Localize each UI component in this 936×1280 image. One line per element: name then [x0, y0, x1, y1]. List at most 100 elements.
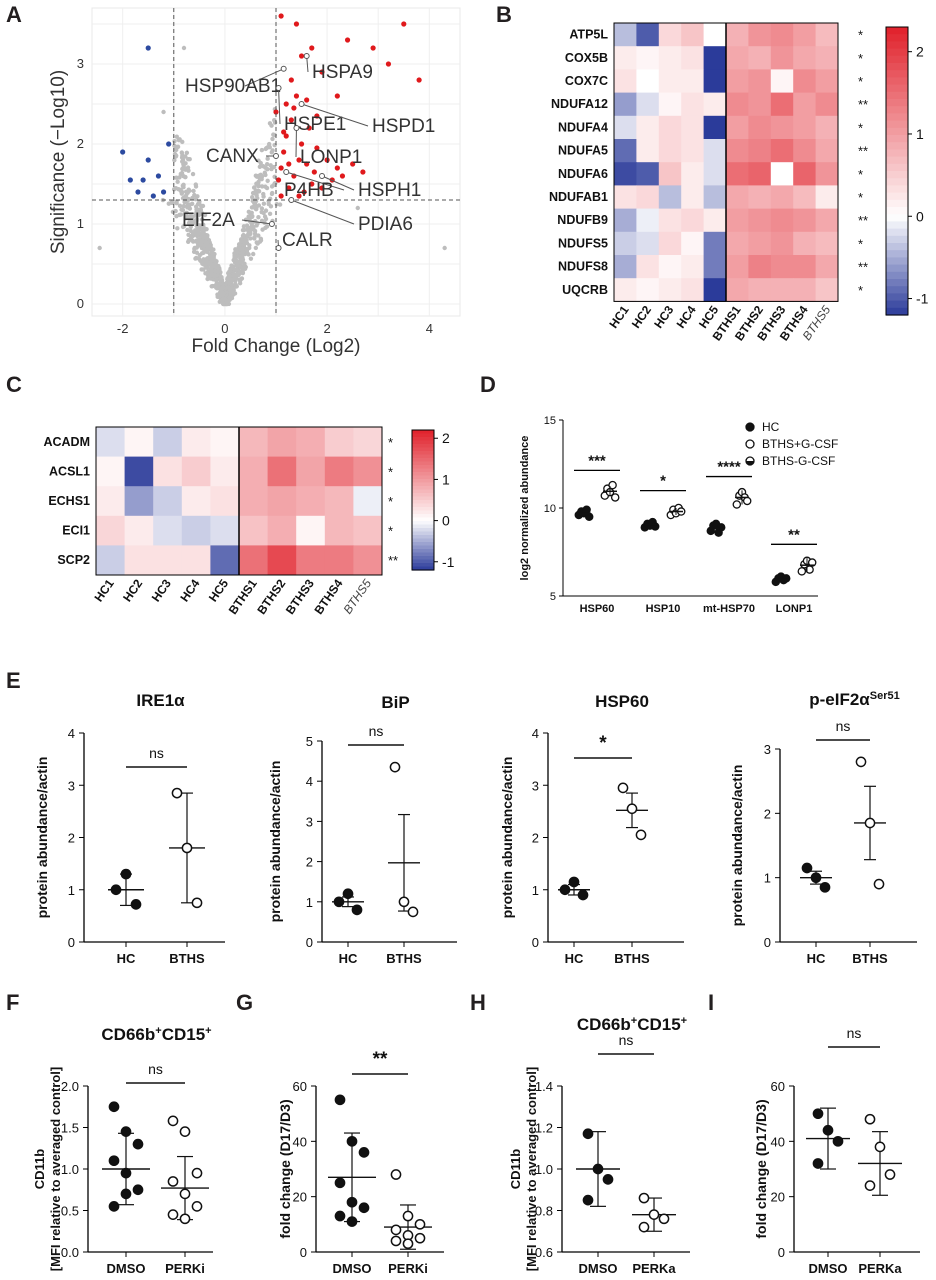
- ns-point: [190, 195, 195, 201]
- y-tick-label: 10: [544, 503, 556, 515]
- ns-point: [202, 233, 207, 239]
- category-label: PERKa: [858, 1261, 902, 1276]
- up-point: [281, 129, 287, 135]
- chart-title: p-eIF2αSer51: [809, 690, 900, 709]
- gene-label-leader: [286, 171, 345, 191]
- y-tick-label: 1: [306, 895, 313, 910]
- x-axis-label: Fold Change (Log2): [192, 336, 361, 357]
- data-point: [390, 1224, 402, 1236]
- heatmap-cell: [703, 185, 727, 210]
- ns-point: [208, 266, 214, 272]
- panel-letter-h: H: [470, 990, 486, 1015]
- column-label: HC2: [120, 576, 145, 604]
- colorbar-segment: [412, 489, 434, 494]
- ns-point: [169, 200, 174, 205]
- heatmap-cell: [636, 185, 660, 210]
- ns-point: [196, 209, 201, 214]
- title-superscript: +: [631, 1015, 637, 1027]
- gene-label-anchor: [275, 245, 282, 251]
- colorbar-segment: [886, 149, 908, 158]
- colorbar-segment: [886, 207, 908, 215]
- ns-point: [256, 215, 261, 220]
- colorbar-segment: [886, 300, 908, 309]
- heatmap-cell: [726, 208, 749, 233]
- ns-point: [269, 166, 274, 172]
- heatmap-cell: [324, 515, 354, 546]
- ns-point: [271, 182, 277, 188]
- title-superscript: +: [155, 1025, 161, 1037]
- data-point: [346, 1216, 358, 1227]
- ns-point: [255, 195, 260, 201]
- heatmap-cell: [770, 139, 794, 163]
- data-point: [179, 1213, 191, 1225]
- y-tick-label: 3: [764, 742, 771, 757]
- heatmap-cell: [181, 515, 211, 546]
- ns-point: [220, 281, 226, 286]
- gene-label-anchor: [283, 169, 290, 175]
- heatmap-cell: [153, 545, 183, 576]
- heatmap-cell: [726, 185, 749, 210]
- row-label: NDUFAB1: [549, 190, 608, 204]
- colorbar-segment: [886, 307, 908, 316]
- heatmap-cell: [124, 427, 154, 458]
- heatmap-cell: [153, 427, 183, 458]
- heatmap-cell: [181, 456, 211, 487]
- up-point: [416, 77, 422, 83]
- column-label: BTHS1: [226, 576, 260, 617]
- title-text: HSP60: [595, 692, 649, 711]
- y-tick-label: 20: [293, 1190, 307, 1205]
- gene-label-leader: [241, 219, 272, 225]
- heatmap-cell: [636, 92, 660, 117]
- ns-point: [258, 238, 264, 243]
- up-point: [288, 77, 294, 83]
- significance-mark: **: [788, 526, 800, 543]
- ns-point: [204, 248, 210, 254]
- gene-label-anchor: [293, 125, 300, 131]
- ns-point: [209, 256, 214, 262]
- row-label: NDUFS8: [558, 260, 608, 274]
- ns-point: [227, 295, 232, 300]
- gene-label-leader: [244, 68, 284, 87]
- category-label: BTHS: [169, 951, 205, 966]
- ns-point: [268, 204, 274, 209]
- colorbar-tick-label: -1: [916, 291, 929, 307]
- ns-point: [171, 187, 177, 192]
- ns-point: [175, 226, 180, 231]
- heatmap-cell: [703, 208, 727, 233]
- heatmap-cell: [267, 545, 297, 576]
- colorbar-segment: [886, 84, 908, 93]
- heatmap-cell: [703, 139, 727, 163]
- down-point: [145, 157, 151, 163]
- colorbar-segment: [412, 510, 434, 515]
- category-label: DMSO: [107, 1261, 146, 1276]
- data-point: [812, 1108, 824, 1120]
- heatmap-cell: [614, 208, 637, 233]
- y-axis-label: protein abundance/actin: [267, 761, 283, 923]
- bip-plot: 0 1 2 3 4 5 HC BTHS protein abundance/actin BiP ns: [267, 693, 457, 966]
- y-tick-label: 15: [544, 415, 556, 427]
- data-point: [807, 558, 817, 567]
- ns-point: [211, 247, 216, 252]
- row-label: NDUFB9: [557, 213, 608, 227]
- heatmap-cell: [770, 92, 794, 117]
- colorbar-segment: [886, 106, 908, 114]
- y-tick-label: 1.0: [535, 1162, 553, 1177]
- up-point: [283, 133, 289, 139]
- up-point: [278, 13, 284, 19]
- fold-change-perka-plot: 0 20 40 60 DMSO PERKa fold change (D17/D3) ns: [753, 1025, 920, 1276]
- colorbar-segment: [886, 163, 908, 172]
- ns-point: [193, 184, 199, 189]
- ns-point: [206, 242, 211, 248]
- colorbar-segment: [886, 99, 908, 107]
- colorbar-segment: [412, 465, 434, 470]
- data-point: [132, 1184, 144, 1196]
- ns-point: [194, 223, 199, 229]
- significance-mark: ns: [836, 718, 851, 734]
- heatmap-cell: [703, 23, 727, 47]
- significance-mark: **: [858, 260, 868, 275]
- ns-point: [199, 267, 204, 272]
- heatmap-cell: [748, 92, 772, 117]
- up-point: [293, 93, 300, 99]
- heatmap-cell: [703, 92, 727, 117]
- ns-point: [212, 274, 218, 279]
